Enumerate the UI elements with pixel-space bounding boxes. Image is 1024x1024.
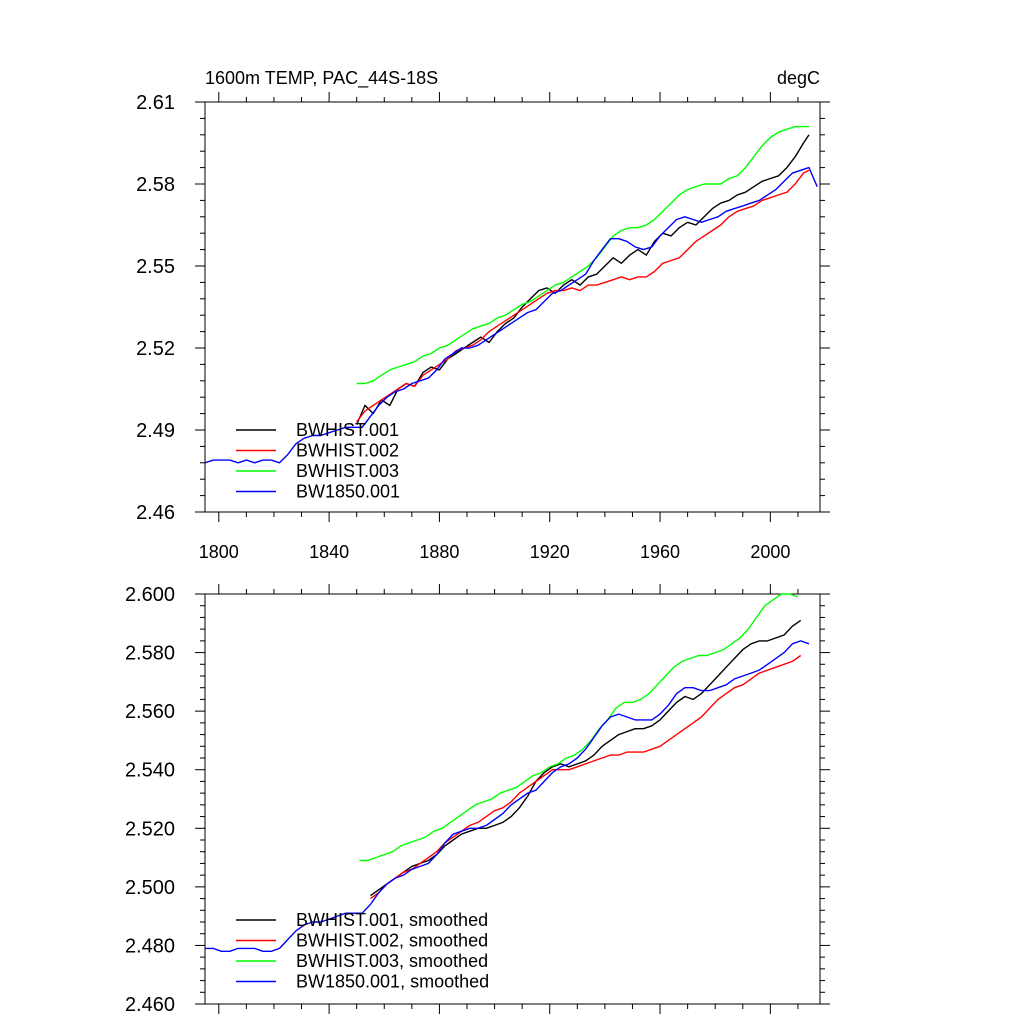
chart-title-left: 1600m TEMP, PAC_44S-18S xyxy=(205,68,438,89)
top-series-line-1 xyxy=(356,169,810,423)
top-x-tick-label: 1960 xyxy=(640,542,680,562)
top-x-tick-label: 1920 xyxy=(530,542,570,562)
top-x-tick-label: 1800 xyxy=(199,542,239,562)
top-chart-panel: 1800 1840 1880 1920 1960 2000 2.46 2.49 2.52 2.55… xyxy=(136,92,830,562)
top-x-tick-label: 1840 xyxy=(309,542,349,562)
top-y-tick-label: 2.61 xyxy=(136,92,175,114)
bottom-y-tick-label: 2.500 xyxy=(125,877,175,899)
bottom-series-line-1 xyxy=(370,654,802,900)
top-x-tick-label: 2000 xyxy=(750,542,790,562)
top-series-line-0 xyxy=(356,134,810,425)
top-y-tick-label: 2.58 xyxy=(136,174,175,196)
bottom-series-line-0 xyxy=(370,619,802,897)
top-legend-label-3: BW1850.001 xyxy=(296,482,400,502)
bottom-legend-label-0: BWHIST.001, smoothed xyxy=(296,910,488,930)
chart-title-right: degC xyxy=(777,68,820,88)
top-legend-label-1: BWHIST.002 xyxy=(296,441,399,461)
bottom-series-line-3 xyxy=(205,640,810,952)
top-plot-frame xyxy=(204,101,821,513)
top-legend-label-2: BWHIST.003 xyxy=(296,461,399,481)
bottom-chart-panel: 2.460 2.480 2.500 2.520 2.540 2.560 2.580 2.600… xyxy=(125,584,830,1016)
bottom-series-line-2 xyxy=(359,593,799,862)
bottom-y-tick-label: 2.460 xyxy=(125,994,175,1016)
bottom-legend-label-1: BWHIST.002, smoothed xyxy=(296,931,488,951)
top-legend-label-0: BWHIST.001 xyxy=(296,420,399,440)
bottom-legend-label-2: BWHIST.003, smoothed xyxy=(296,951,488,971)
bottom-y-tick-label: 2.520 xyxy=(125,818,175,840)
bottom-plot-frame xyxy=(204,593,821,1005)
top-x-tick-label: 1880 xyxy=(419,542,459,562)
bottom-y-tick-label: 2.580 xyxy=(125,643,175,665)
bottom-y-tick-label: 2.600 xyxy=(125,584,175,606)
bottom-y-tick-label: 2.560 xyxy=(125,701,175,723)
top-y-tick-label: 2.49 xyxy=(136,420,175,442)
top-series-line-2 xyxy=(356,125,809,385)
bottom-y-tick-label: 2.540 xyxy=(125,760,175,782)
bottom-y-tick-label: 2.480 xyxy=(125,935,175,957)
top-y-tick-label: 2.46 xyxy=(136,502,175,524)
top-y-tick-label: 2.52 xyxy=(136,338,175,360)
top-y-tick-label: 2.55 xyxy=(136,256,175,278)
bottom-legend-label-3: BW1850.001, smoothed xyxy=(296,972,489,992)
top-series-line-3 xyxy=(204,166,818,464)
